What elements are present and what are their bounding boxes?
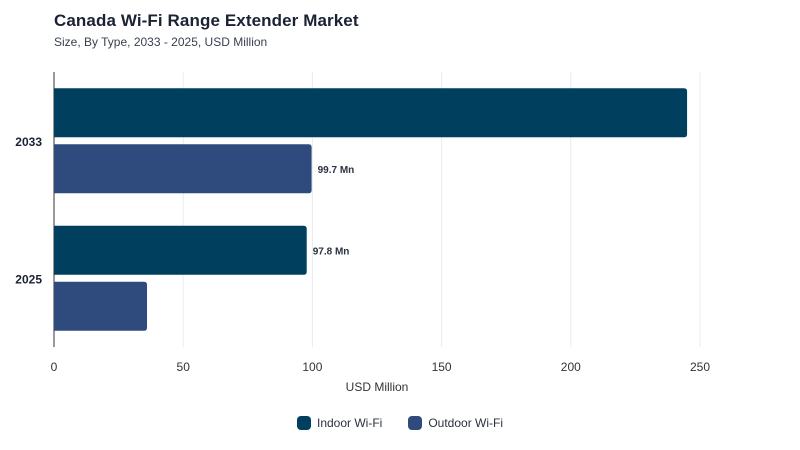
legend: Indoor Wi-Fi Outdoor Wi-Fi [0, 416, 800, 430]
legend-item-indoor[interactable]: Indoor Wi-Fi [296, 416, 383, 430]
x-tick-label: 0 [51, 360, 58, 374]
legend-label-outdoor: Outdoor Wi-Fi [428, 416, 504, 430]
x-tick-label: 50 [177, 360, 191, 374]
x-tick-label: 200 [561, 360, 581, 374]
legend-swatch-outdoor [408, 416, 423, 430]
y-category-label: 2025 [15, 272, 42, 286]
bar-indoor-wi-fi-2033 [54, 88, 688, 138]
legend-swatch-indoor [296, 416, 311, 430]
data-label: 99.7 Mn [318, 165, 355, 176]
legend-item-outdoor[interactable]: Outdoor Wi-Fi [408, 416, 503, 430]
data-label: 97.8 Mn [313, 246, 350, 257]
legend-label-indoor: Indoor Wi-Fi [316, 416, 383, 430]
x-tick-label: 250 [690, 360, 710, 374]
bar-outdoor-wi-fi-2025 [54, 281, 148, 331]
bar-outdoor-wi-fi-2033 [54, 144, 312, 194]
x-axis-title: USD Million [346, 380, 409, 394]
chart-subtitle: Size, By Type, 2033 - 2025, USD Million [54, 35, 268, 49]
y-category-label: 2033 [15, 135, 42, 149]
bar-indoor-wi-fi-2025 [54, 225, 307, 275]
chart-title: Canada Wi-Fi Range Extender Market [54, 11, 359, 30]
x-tick-label: 150 [432, 360, 452, 374]
x-tick-label: 100 [302, 360, 322, 374]
